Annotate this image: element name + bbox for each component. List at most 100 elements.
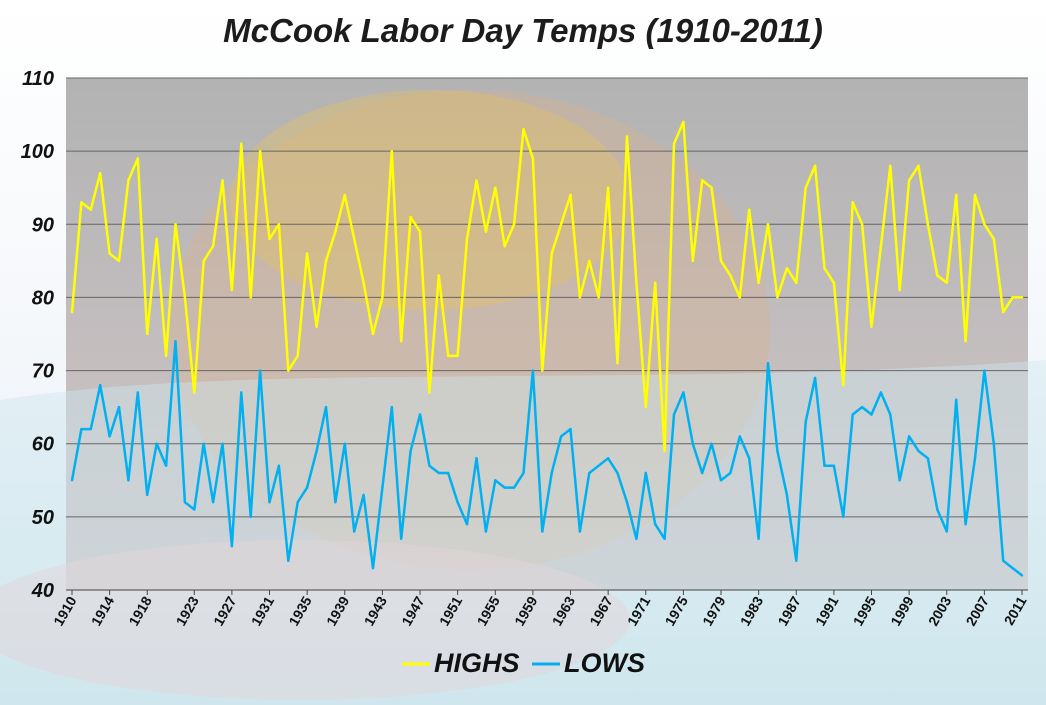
data-point [625,501,629,504]
data-point [80,201,83,204]
data-point [635,537,638,540]
data-point [823,464,826,467]
data-point [851,201,854,204]
data-point [748,457,751,460]
data-point [635,281,638,284]
data-point [146,332,149,336]
data-point [682,391,685,394]
data-point [324,405,328,409]
data-point [230,288,234,292]
data-point [108,252,111,255]
y-tick-label: 110 [22,68,54,90]
data-point [155,442,158,445]
data-point [268,237,271,241]
data-point [531,157,535,160]
data-point [832,464,836,467]
data-point [541,369,544,372]
data-point [738,296,741,299]
data-point [1020,296,1024,299]
data-point [258,149,262,153]
data-point [296,354,299,358]
data-point [127,179,130,182]
data-point [1011,296,1014,299]
data-point [569,193,572,197]
data-point [240,391,243,394]
data-point [381,486,384,489]
data-point [813,164,817,167]
data-point [334,230,337,233]
data-point [701,179,704,182]
data-point [559,223,563,226]
data-point [701,471,704,475]
data-point [992,237,995,241]
data-point [428,464,431,467]
y-tick-label: 90 [32,214,54,236]
data-point [898,479,901,482]
series-line-highs [70,120,1022,453]
data-point [625,135,629,138]
data-point [691,442,694,445]
legend-label-lows: LOWS [564,648,645,678]
data-point [512,486,516,489]
data-point [973,193,977,197]
data-point [597,464,600,467]
y-tick-label: 60 [32,434,54,456]
data-point [390,149,393,153]
data-point [494,186,497,189]
data-point [606,457,610,460]
data-point [362,281,365,284]
data-point [907,179,911,182]
data-point [870,325,873,328]
data-point [70,310,74,314]
data-point [202,259,205,263]
data-point [672,142,676,145]
background-illustration [0,78,1046,705]
data-point [428,391,431,394]
data-point [1002,310,1005,314]
data-point [155,237,158,241]
data-point [494,479,497,482]
data-point [719,259,723,263]
data-point [851,413,854,416]
data-point [381,296,384,299]
data-point [174,340,177,343]
data-point [1002,559,1005,562]
data-point [663,537,666,540]
series-line-lows [70,340,1023,577]
data-point [860,223,864,226]
data-point [955,398,958,401]
data-point [287,559,290,562]
data-point [164,354,168,358]
data-point [465,237,469,241]
data-point [409,449,412,453]
data-point [682,120,685,124]
y-tick-label: 50 [32,507,54,529]
data-point [447,354,450,358]
data-point [437,274,440,277]
data-point [785,493,789,497]
data-point [813,376,817,380]
data-point [183,501,187,504]
data-point [315,449,318,453]
data-point [136,157,139,160]
data-point [757,281,760,284]
data-point [371,566,375,570]
data-point [776,296,779,299]
series-points-highs [70,120,1024,453]
data-point [211,245,215,248]
data-point [108,435,111,438]
y-tick-label: 40 [31,580,54,602]
data-point [465,523,469,526]
data-point [823,267,826,270]
data-point [390,405,393,409]
legend-label-highs: HIGHS [434,648,520,678]
data-point [400,340,403,343]
data-point [127,479,130,482]
data-point [531,369,535,372]
data-point [503,486,506,489]
data-point [719,479,723,482]
data-point [334,501,337,504]
data-point [70,479,74,482]
